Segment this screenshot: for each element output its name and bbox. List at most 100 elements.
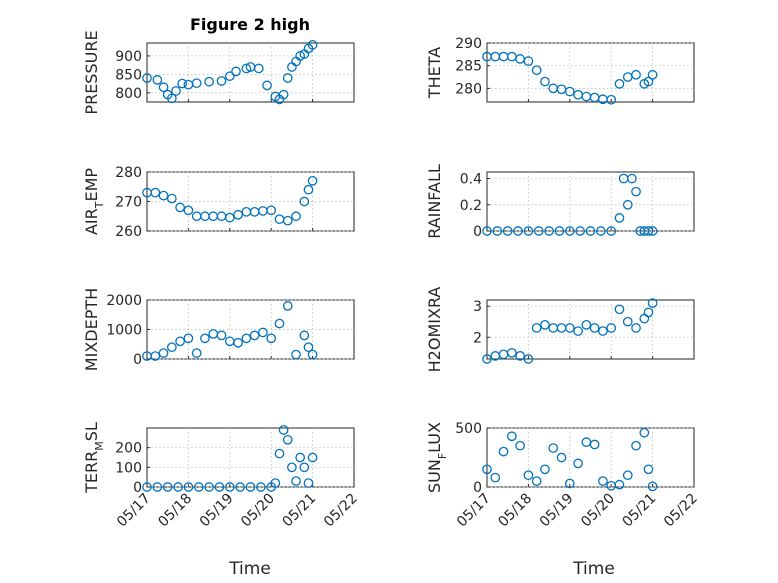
data-point — [262, 80, 272, 91]
data-point — [647, 69, 658, 80]
data-point — [614, 78, 625, 89]
data-point — [502, 226, 513, 236]
data-point — [564, 323, 575, 333]
data-point — [595, 226, 606, 236]
y-tick-label: 280 — [455, 81, 482, 97]
y-tick-label: 1000 — [106, 323, 142, 339]
y-tick-label: 0.4 — [460, 172, 482, 188]
data-point — [241, 333, 252, 344]
data-point — [214, 482, 225, 492]
data-point — [282, 434, 293, 445]
data-point — [533, 226, 544, 236]
data-point — [523, 56, 534, 67]
data-point — [589, 323, 600, 333]
x-tick-label: 05/19 — [537, 491, 577, 531]
y-axis-label: THETA — [425, 47, 444, 99]
data-point — [249, 330, 260, 341]
y-tick-label: 280 — [115, 165, 142, 181]
x-tick-label: 05/22 — [661, 491, 701, 531]
axes-box — [146, 299, 355, 360]
y-axis-label: MIXDEPTH — [82, 288, 101, 371]
data-point — [231, 66, 241, 77]
y-axis-label: RAINFALL — [425, 164, 444, 239]
data-point — [152, 75, 163, 85]
x-tick-label: 05/20 — [578, 491, 618, 531]
data-point — [598, 326, 608, 336]
data-point — [191, 78, 202, 89]
data-point — [299, 330, 310, 341]
data-point — [513, 226, 523, 236]
data-point — [307, 349, 318, 360]
data-point — [224, 71, 235, 82]
data-point — [523, 470, 534, 481]
data-point — [515, 440, 525, 451]
data-point — [564, 86, 575, 97]
axes-box — [146, 427, 355, 488]
data-point — [575, 226, 586, 236]
data-point — [544, 226, 554, 236]
y-tick-label: 3 — [473, 299, 482, 315]
y-tick-label: 2000 — [106, 293, 142, 309]
y-tick-label: 100 — [115, 460, 142, 476]
data-point — [622, 199, 633, 210]
x-tick-label: 05/21 — [620, 491, 660, 531]
data-point — [171, 86, 181, 96]
data-point — [216, 76, 227, 86]
y-tick-label: 285 — [455, 59, 482, 75]
y-tick-label: 260 — [115, 224, 142, 240]
y-axis-label: TERRMSL — [82, 422, 106, 494]
data-point — [274, 448, 285, 459]
subplot-theta: 280 285 290 THETA — [425, 36, 695, 105]
data-point — [614, 479, 625, 490]
data-point — [622, 470, 633, 481]
data-point — [282, 73, 293, 83]
data-point — [307, 39, 318, 50]
data-point — [204, 482, 214, 492]
data-point — [643, 226, 654, 236]
data-point — [295, 452, 306, 463]
data-point — [492, 226, 503, 236]
data-point — [233, 337, 243, 348]
data-point — [573, 326, 583, 336]
subplot-terr: 0 100 200 TERRMSL 05/17 05/18 05/19 05/20 05/21 0… — [82, 422, 361, 530]
data-point — [531, 323, 542, 333]
subplot-mixdepth: 0 1000 2000 MIXDEPTH — [82, 288, 355, 371]
data-point — [183, 482, 194, 492]
data-point — [173, 482, 183, 492]
data-point — [540, 464, 550, 475]
y-tick-label: 900 — [115, 49, 142, 65]
data-point — [291, 476, 301, 486]
y-tick-label: 0 — [133, 480, 142, 496]
axes-box — [486, 171, 695, 232]
data-point — [175, 336, 185, 347]
data-point — [299, 196, 310, 207]
data-point — [627, 173, 637, 184]
data-point — [564, 478, 575, 489]
data-point — [216, 330, 227, 341]
data-point — [639, 427, 650, 438]
data-point — [506, 431, 517, 442]
data-point — [150, 187, 161, 198]
data-point — [278, 425, 289, 435]
data-point — [166, 193, 177, 204]
y-tick-label: 0 — [473, 480, 482, 496]
data-point — [162, 482, 173, 492]
data-point — [177, 78, 188, 89]
data-point — [631, 323, 641, 333]
data-point — [224, 212, 235, 223]
data-point — [166, 93, 177, 104]
data-point — [614, 213, 625, 223]
y-tick-label: 850 — [115, 67, 142, 83]
x-tick-label: 05/17 — [454, 491, 494, 531]
data-point — [606, 94, 617, 105]
data-point — [291, 349, 301, 360]
data-point — [482, 226, 492, 236]
data-point — [278, 89, 289, 100]
data-point — [303, 184, 314, 195]
data-point — [183, 205, 194, 216]
data-point — [270, 478, 281, 488]
x-axis-label-right: Time — [572, 559, 615, 579]
y-tick-label: 0.2 — [460, 198, 482, 214]
